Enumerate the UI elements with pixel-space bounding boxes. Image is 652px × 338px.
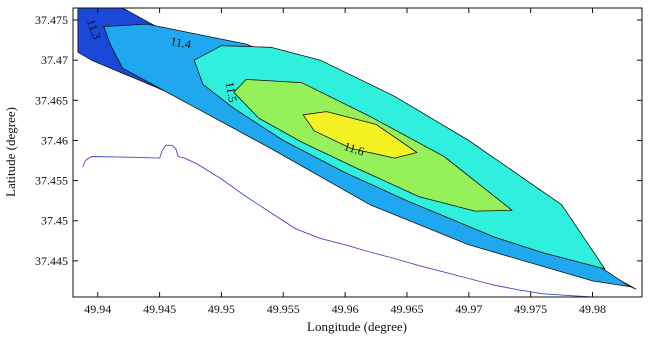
x-tick-label: 49.98: [579, 302, 606, 316]
x-axis-ticks: 49.94 49.945 49.95 49.955 49.96 49.965 49.97 49…: [84, 8, 606, 316]
y-tick-label: 37.445: [35, 254, 68, 268]
y-tick-label: 37.455: [35, 174, 68, 188]
contour-label-11-5: 11.5: [223, 81, 240, 104]
coastline-layer: [82, 144, 612, 297]
y-axis-ticks: 37.445 37.45 37.455 37.46 37.465 37.47 37.475: [35, 13, 642, 268]
contour-levels: [77, 8, 637, 290]
y-tick-label: 37.465: [35, 93, 68, 107]
y-tick-label: 37.47: [41, 53, 68, 67]
x-tick-label: 49.955: [267, 302, 300, 316]
x-tick-label: 49.975: [514, 302, 547, 316]
y-axis-title: Latitude (degree): [3, 107, 18, 197]
y-tick-label: 37.46: [41, 133, 68, 147]
contour-label-11-6: 11.6: [342, 139, 366, 159]
y-tick-label: 37.45: [41, 214, 68, 228]
coastline: [82, 144, 612, 297]
contour-label-11-3: 11.3: [84, 17, 104, 41]
y-tick-label: 37.475: [35, 13, 68, 27]
contour-label-11-4: 11.4: [169, 34, 192, 51]
x-tick-label: 49.95: [208, 302, 235, 316]
x-axis-title: Longitude (degree): [307, 319, 407, 334]
x-tick-label: 49.96: [332, 302, 359, 316]
plot-frame: [72, 7, 643, 298]
x-tick-label: 49.94: [84, 302, 111, 316]
x-tick-label: 49.97: [455, 302, 482, 316]
contour-labels: 11.3 11.4 11.5 11.6: [84, 17, 366, 159]
x-tick-label: 49.965: [390, 302, 423, 316]
contour-band-11-7: [302, 111, 418, 159]
x-tick-label: 49.945: [143, 302, 176, 316]
